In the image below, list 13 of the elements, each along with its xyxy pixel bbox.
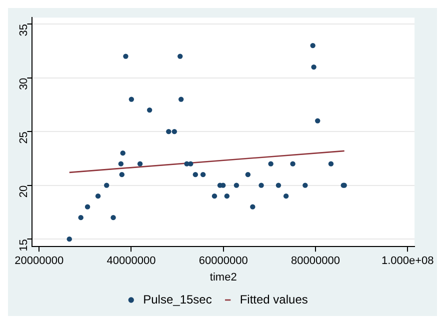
legend-label: Pulse_15sec: [143, 292, 212, 306]
y-tick-label: 30: [18, 78, 30, 90]
legend-label: Fitted values: [240, 292, 308, 306]
x-tick-label: 20000000: [14, 255, 64, 268]
y-tick-label: 25: [18, 132, 30, 144]
x-tick-label: 40000000: [106, 255, 156, 268]
y-tick-label: 15: [18, 239, 30, 252]
y-tick-label: 20: [18, 185, 30, 198]
y-tick-label: 35: [18, 24, 30, 36]
x-tick-label: 60000000: [198, 255, 248, 268]
x-tick-label: 1.000e+08: [381, 255, 434, 268]
x-axis-title: time2: [210, 271, 237, 284]
x-tick-label: 80000000: [291, 255, 340, 268]
